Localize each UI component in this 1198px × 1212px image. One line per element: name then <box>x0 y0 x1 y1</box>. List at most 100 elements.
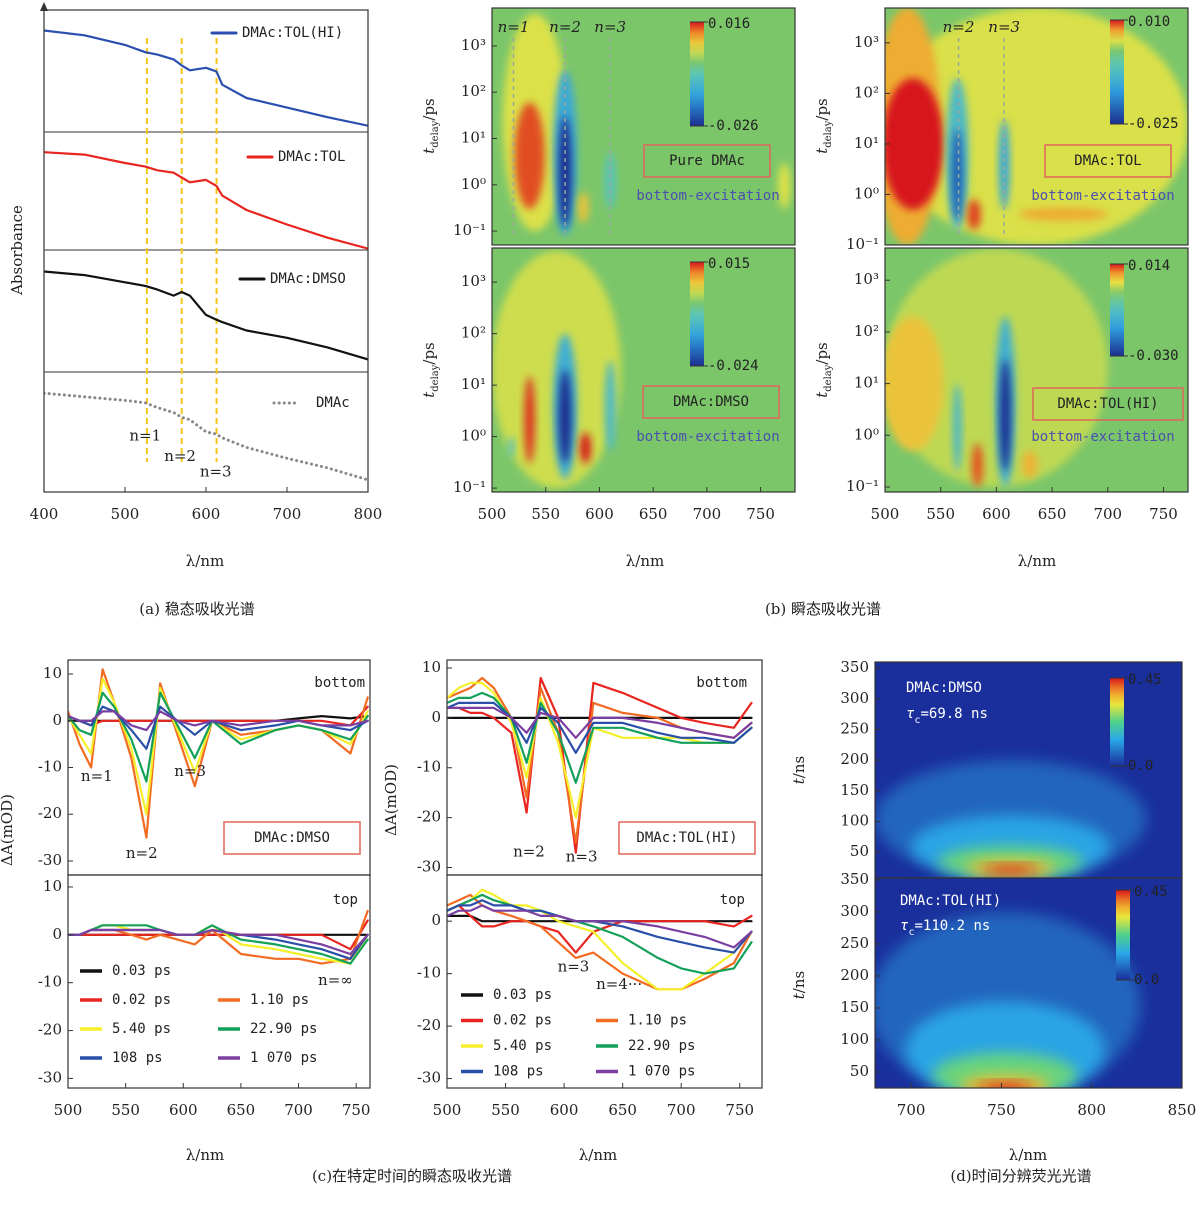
y-tick-label: 10 <box>43 664 62 682</box>
note: bottom <box>696 675 747 691</box>
y-tick-label: -30 <box>38 1068 62 1086</box>
label-box <box>642 385 780 419</box>
colorbar-max: 0.45 <box>1128 672 1162 688</box>
sample-label: DMAc:TOL(HI) <box>1057 396 1158 412</box>
legend-label: DMAc:TOL <box>278 149 345 165</box>
colorbar <box>1110 678 1124 766</box>
y-tick-label: 150 <box>840 998 869 1016</box>
colorbar <box>1110 264 1124 356</box>
y-tick-label: 350 <box>840 870 869 888</box>
colorbar <box>690 22 704 126</box>
x-axis-label: λ/nm <box>626 552 664 570</box>
sample-label: DMAc:DMSO <box>906 680 982 696</box>
heatmap-feature <box>558 116 572 228</box>
x-tick-label: 500 <box>433 1101 462 1119</box>
y-tick-label: 100 <box>840 812 869 830</box>
plot-frame <box>884 247 1189 493</box>
y-tick-label: -10 <box>417 758 441 776</box>
y-tick-label: 10⁻¹ <box>846 235 879 253</box>
y-tick-label: 350 <box>840 658 869 676</box>
heatmap-feature <box>885 78 944 210</box>
x-tick-label: 550 <box>926 505 955 523</box>
x-tick-label: 500 <box>478 505 507 523</box>
x-tick-label: 500 <box>54 1101 83 1119</box>
heatmap-feature <box>978 1083 1032 1088</box>
series-line <box>447 701 753 754</box>
y-axis-label: tdelay/ps <box>420 342 441 398</box>
annotation: n=3 <box>558 957 590 975</box>
x-tick-label: 750 <box>725 1101 754 1119</box>
y-tick-label: 150 <box>840 781 869 799</box>
label-part: τ <box>900 918 909 934</box>
y-tick-label: 100 <box>840 1030 869 1048</box>
sample-label: DMAc:TOL(HI) <box>900 893 1001 909</box>
x-tick-label: 500 <box>871 505 900 523</box>
heatmap-feature <box>524 376 535 464</box>
legend-label: 5.40 ps <box>112 1021 171 1037</box>
legend-label: 1.10 ps <box>628 1013 687 1029</box>
x-tick-label: 550 <box>531 505 560 523</box>
legend-label: DMAc:TOL(HI) <box>242 25 343 41</box>
x-tick-label: 600 <box>982 505 1011 523</box>
caption: (b) 瞬态吸收光谱 <box>765 600 881 618</box>
y-tick-label: 0 <box>52 711 62 729</box>
lifetime: τc=69.8 ns <box>906 706 988 726</box>
legend-label: 22.90 ps <box>628 1038 695 1054</box>
x-tick-label: 700 <box>897 1101 926 1119</box>
colorbar-min: 0.0 <box>1128 758 1153 774</box>
y-axis-label: ΔA(mOD) <box>0 794 16 866</box>
legend-label: 0.02 ps <box>493 1013 552 1029</box>
label-part: delay <box>823 120 834 147</box>
y-tick-label: -20 <box>38 804 62 822</box>
heatmap-feature <box>777 162 791 209</box>
y-tick-label: 10⁻¹ <box>453 221 486 239</box>
y-axis-label: tdelay/ps <box>420 98 441 154</box>
note: bottom-excitation <box>1031 429 1174 445</box>
legend-label: DMAc:DMSO <box>270 271 346 287</box>
note: bottom <box>314 675 365 691</box>
y-tick-label: 0 <box>431 708 441 726</box>
sample-label: DMAc:DMSO <box>254 830 330 846</box>
x-tick-label: 700 <box>1093 505 1122 523</box>
series-line <box>447 706 753 739</box>
heatmap-feature <box>952 383 962 472</box>
colorbar-max: 0.010 <box>1128 14 1170 30</box>
plot-frame <box>446 874 763 1089</box>
x-tick-label: 650 <box>639 505 668 523</box>
series-line <box>447 888 753 991</box>
colorbar-min: -0.030 <box>1128 348 1179 364</box>
y-axis-label: Absorbance <box>8 205 26 296</box>
heatmap-feature <box>932 1052 1078 1088</box>
colorbar-max: 0.015 <box>708 256 750 272</box>
label-part: t <box>420 147 438 154</box>
y-tick-label: 0 <box>52 925 62 943</box>
y-tick-label: 10³ <box>854 33 879 51</box>
annotation: n=2 <box>126 844 158 862</box>
label-part: c <box>908 927 914 938</box>
y-tick-label: 10⁰ <box>854 184 879 202</box>
annotation: n=∞ <box>318 971 353 989</box>
heatmap-feature <box>604 152 616 209</box>
peak-label: n=3 <box>988 18 1020 36</box>
x-tick-label: 600 <box>169 1101 198 1119</box>
x-axis-label: λ/nm <box>1009 1146 1047 1164</box>
annotation: n=1 <box>129 427 161 445</box>
colorbar <box>690 262 704 366</box>
plot-area <box>68 668 369 839</box>
sample-label: DMAc:DMSO <box>673 394 749 410</box>
legend-label: 1.10 ps <box>250 992 309 1008</box>
series-line <box>447 681 753 819</box>
x-tick-label: 700 <box>693 505 722 523</box>
x-tick-label: 500 <box>111 505 140 523</box>
series-line <box>68 710 369 732</box>
label-part: t <box>420 391 438 398</box>
x-tick-label: 650 <box>608 1101 637 1119</box>
series-line <box>447 893 753 975</box>
annotation: n=1 <box>81 767 113 785</box>
y-tick-label: 250 <box>840 934 869 952</box>
peak-label: n=1 <box>498 18 530 36</box>
series-line <box>447 904 753 954</box>
colorbar-max: 0.014 <box>1128 258 1170 274</box>
caption: (c)在特定时间的瞬态吸收光谱 <box>312 1167 512 1185</box>
plot-frame <box>491 247 796 493</box>
